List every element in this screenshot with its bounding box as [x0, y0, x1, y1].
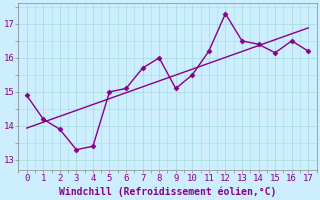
X-axis label: Windchill (Refroidissement éolien,°C): Windchill (Refroidissement éolien,°C) [59, 186, 276, 197]
